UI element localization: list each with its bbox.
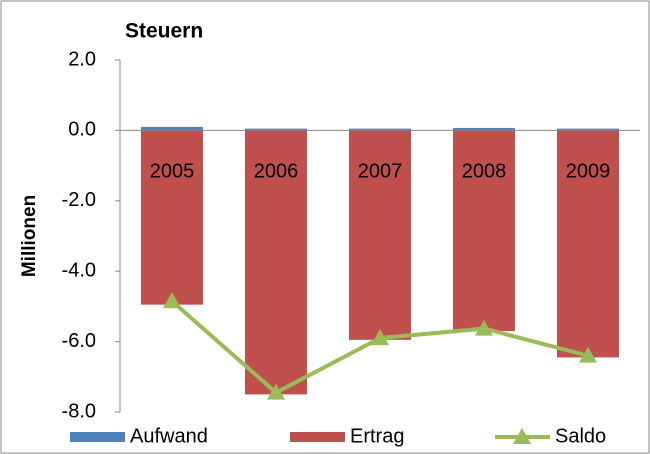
bar	[141, 130, 203, 305]
y-axis-label: Millionen	[19, 195, 40, 277]
bar	[245, 128, 307, 131]
x-tick-label: 2005	[150, 161, 195, 183]
bar	[453, 127, 515, 131]
chart-title: Steuern	[125, 20, 203, 43]
marker	[475, 319, 493, 336]
y-tick-label: 2.0	[68, 48, 96, 70]
x-tick-label: 2007	[358, 161, 403, 183]
y-tick-label: -6.0	[62, 330, 96, 352]
bar	[349, 130, 411, 340]
bar	[141, 126, 203, 131]
bar	[557, 128, 619, 131]
y-tick-label: -8.0	[62, 400, 96, 422]
legend-label: Aufwand	[130, 425, 208, 447]
marker	[579, 346, 597, 363]
bar	[245, 130, 307, 395]
marker	[267, 383, 285, 400]
y-tick-label: -2.0	[62, 189, 96, 211]
x-tick-label: 2008	[462, 161, 507, 183]
legend-marker	[513, 428, 531, 444]
marker	[163, 292, 181, 309]
bar	[557, 130, 619, 358]
y-tick-label: -4.0	[62, 259, 96, 281]
bar	[349, 128, 411, 131]
x-tick-label: 2006	[254, 161, 299, 183]
legend-swatch	[290, 432, 345, 442]
y-tick-label: 0.0	[68, 119, 96, 141]
legend-swatch	[70, 432, 125, 442]
legend-label: Saldo	[555, 425, 606, 447]
bar	[453, 130, 515, 332]
marker	[371, 329, 389, 346]
x-tick-label: 2009	[566, 161, 611, 183]
legend-label: Ertrag	[350, 425, 404, 447]
